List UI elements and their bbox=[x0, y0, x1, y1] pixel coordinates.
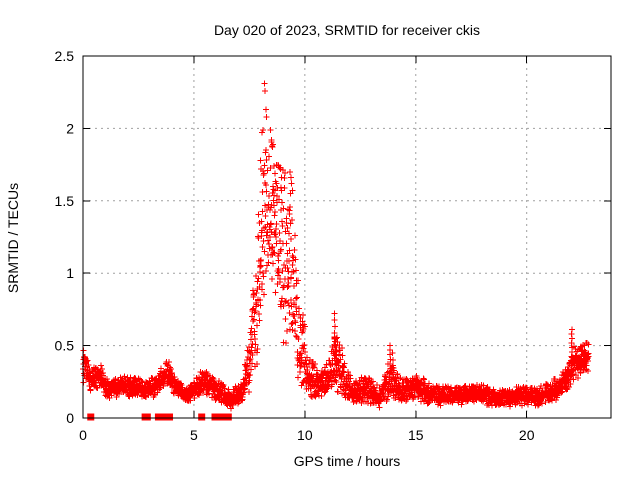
y-tick-label: 0 bbox=[66, 410, 74, 426]
y-tick-label: 1.5 bbox=[55, 193, 75, 209]
chart-title: Day 020 of 2023, SRMTID for receiver cki… bbox=[213, 22, 481, 38]
x-tick-label: 15 bbox=[408, 427, 424, 443]
x-tick-label: 10 bbox=[297, 427, 313, 443]
zero-value-markers bbox=[87, 413, 232, 421]
x-tick-label: 20 bbox=[519, 427, 535, 443]
x-tick-label: 0 bbox=[79, 427, 87, 443]
x-tick-label: 5 bbox=[190, 427, 198, 443]
y-tick-label: 0.5 bbox=[55, 338, 75, 354]
y-tick-label: 1 bbox=[66, 265, 74, 281]
plot-border-and-ticks bbox=[82, 55, 612, 419]
x-axis-label: GPS time / hours bbox=[293, 453, 401, 469]
scatter-points bbox=[80, 80, 592, 412]
y-tick-label: 2.5 bbox=[55, 48, 75, 64]
grid-lines bbox=[83, 56, 611, 418]
y-tick-label: 2 bbox=[66, 120, 74, 136]
